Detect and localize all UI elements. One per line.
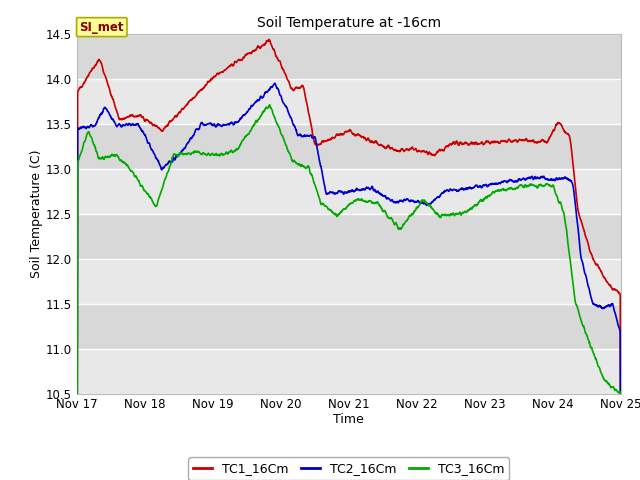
TC3_16Cm — [266, 102, 273, 108]
TC2_16Cm — [100, 105, 108, 110]
Bar — [77, 34, 621, 79]
TC2_16Cm — [602, 304, 609, 310]
Bar — [77, 79, 621, 124]
TC1_16Cm — [502, 138, 509, 144]
TC3_16Cm — [323, 204, 331, 210]
Bar — [77, 214, 621, 259]
Bar — [77, 168, 621, 214]
TC1_16Cm — [338, 132, 346, 137]
TC2_16Cm — [338, 189, 346, 194]
Title: Soil Temperature at -16cm: Soil Temperature at -16cm — [257, 16, 441, 30]
TC1_16Cm — [602, 276, 609, 282]
Y-axis label: Soil Temperature (C): Soil Temperature (C) — [30, 149, 43, 278]
TC3_16Cm — [601, 378, 609, 384]
Line: TC2_16Cm: TC2_16Cm — [77, 83, 621, 480]
TC2_16Cm — [271, 80, 278, 86]
TC2_16Cm — [323, 191, 331, 197]
Bar — [77, 124, 621, 168]
X-axis label: Time: Time — [333, 413, 364, 426]
TC3_16Cm — [338, 209, 346, 215]
Bar — [77, 348, 621, 394]
TC1_16Cm — [100, 72, 108, 77]
Line: TC1_16Cm: TC1_16Cm — [77, 39, 621, 480]
TC1_16Cm — [323, 138, 331, 144]
TC3_16Cm — [502, 188, 509, 193]
Line: TC3_16Cm: TC3_16Cm — [77, 105, 621, 480]
Legend: TC1_16Cm, TC2_16Cm, TC3_16Cm: TC1_16Cm, TC2_16Cm, TC3_16Cm — [188, 457, 509, 480]
TC2_16Cm — [601, 304, 609, 310]
TC1_16Cm — [266, 36, 273, 42]
Bar — [77, 304, 621, 348]
Bar — [77, 259, 621, 304]
TC3_16Cm — [602, 378, 609, 384]
TC2_16Cm — [502, 178, 509, 184]
Text: SI_met: SI_met — [79, 21, 124, 34]
TC1_16Cm — [601, 276, 609, 282]
TC3_16Cm — [100, 155, 108, 160]
